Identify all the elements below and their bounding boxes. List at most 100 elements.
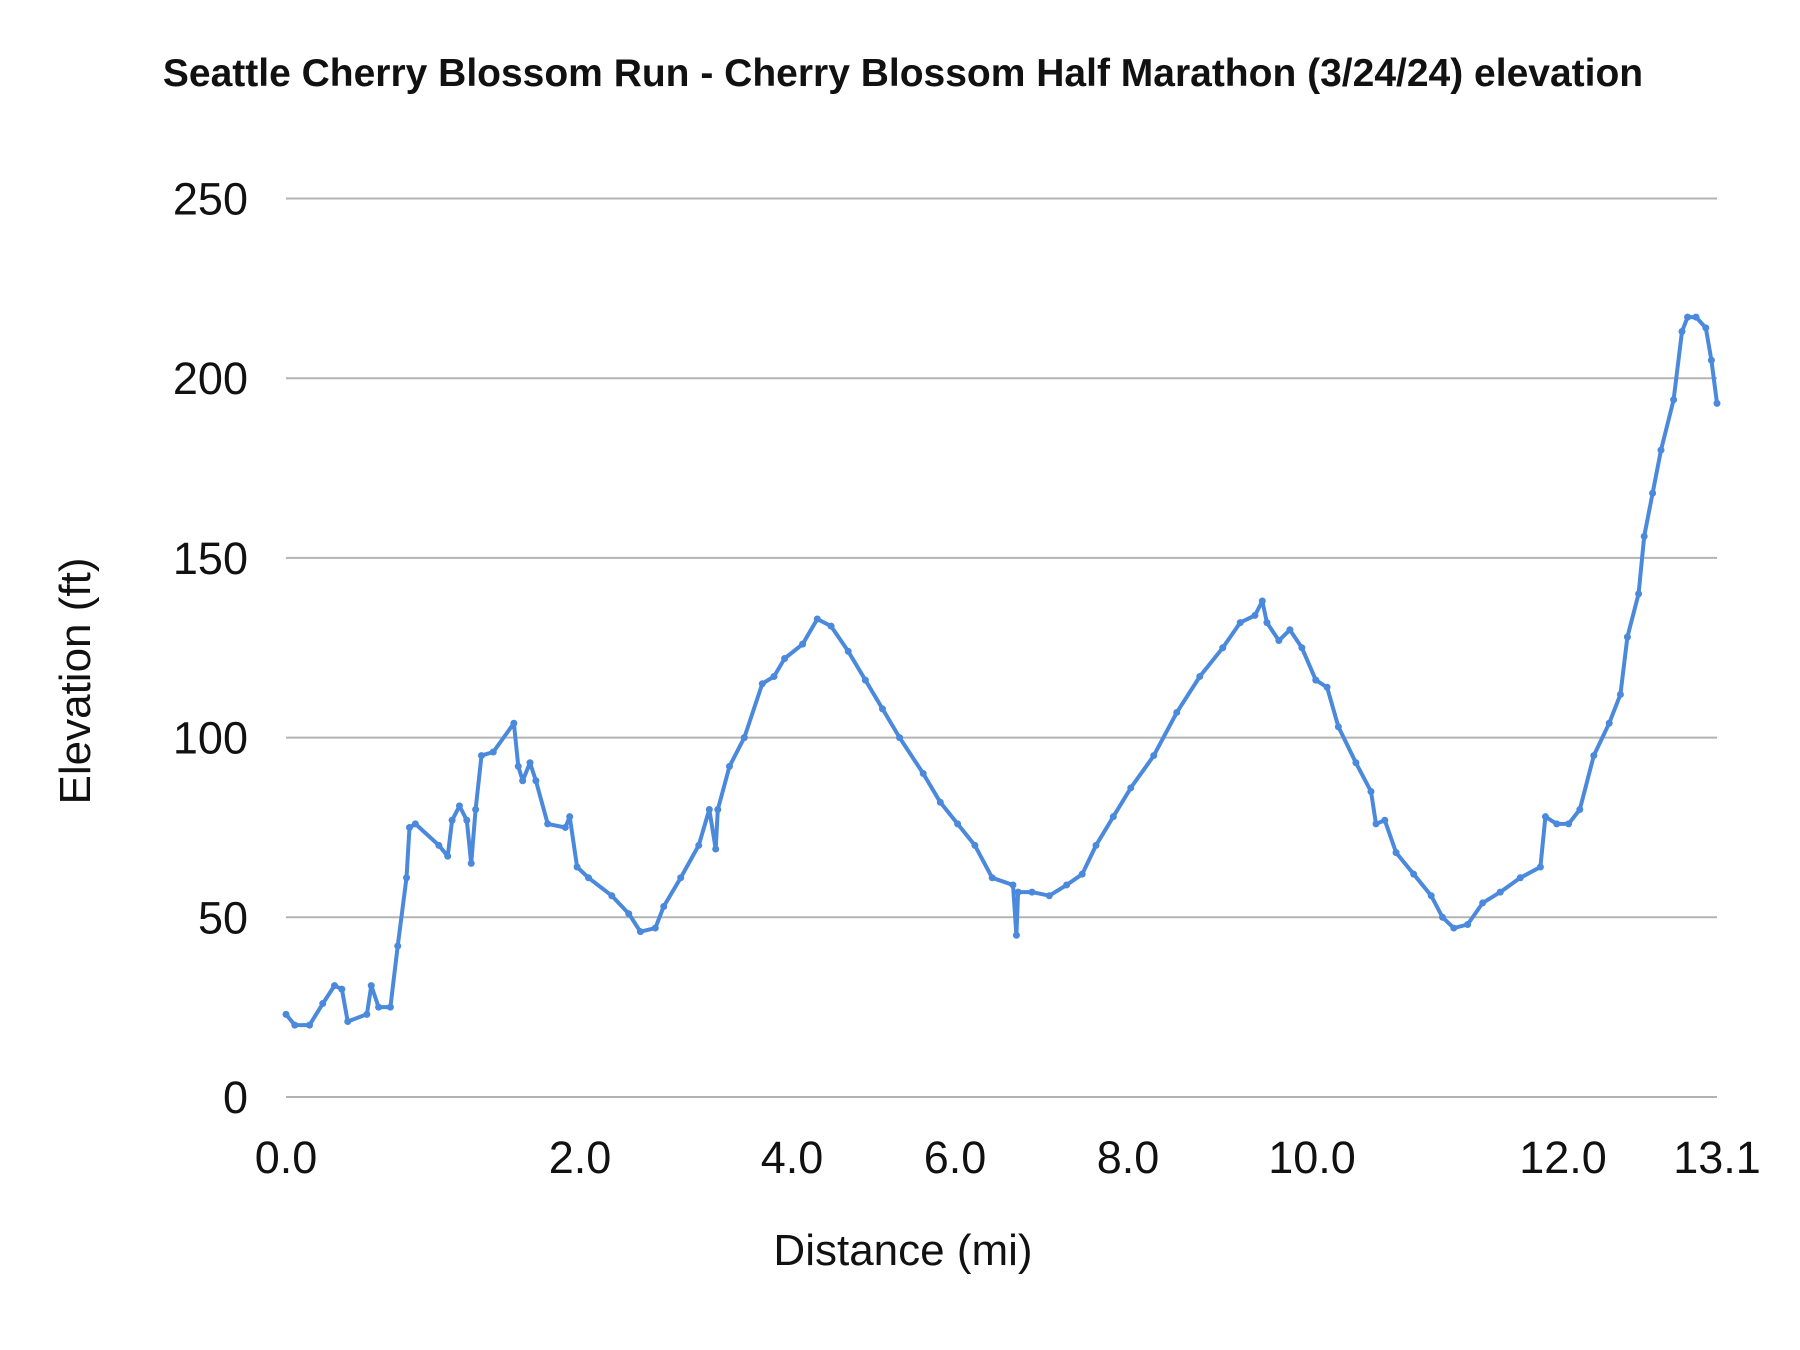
data-point bbox=[1450, 924, 1458, 932]
chart-title: Seattle Cherry Blossom Run - Cherry Blos… bbox=[163, 52, 1643, 95]
data-point bbox=[306, 1021, 314, 1029]
data-point bbox=[514, 762, 522, 770]
y-tick-label: 50 bbox=[198, 892, 248, 943]
data-point bbox=[781, 655, 789, 663]
x-tick-label: 10.0 bbox=[1268, 1132, 1356, 1183]
data-point bbox=[1012, 931, 1020, 939]
y-tick-label: 250 bbox=[173, 174, 248, 225]
data-point bbox=[510, 719, 518, 727]
data-point bbox=[1464, 920, 1472, 928]
data-point bbox=[799, 640, 807, 648]
data-point bbox=[636, 928, 644, 936]
data-point bbox=[1028, 888, 1036, 896]
data-point bbox=[455, 802, 463, 810]
data-point bbox=[1334, 723, 1342, 731]
y-tick-label: 200 bbox=[173, 353, 248, 404]
data-point bbox=[660, 903, 668, 911]
data-point bbox=[463, 816, 471, 824]
data-point bbox=[1323, 683, 1331, 691]
data-point bbox=[1616, 690, 1624, 698]
data-point bbox=[608, 892, 616, 900]
data-point bbox=[363, 1010, 371, 1018]
data-point bbox=[896, 734, 904, 742]
x-tick-label: 2.0 bbox=[549, 1132, 612, 1183]
data-point bbox=[1541, 813, 1549, 821]
y-tick-label: 100 bbox=[173, 713, 248, 764]
data-point bbox=[561, 823, 569, 831]
data-point bbox=[1536, 863, 1544, 871]
data-point bbox=[444, 852, 452, 860]
x-tick-label: 6.0 bbox=[924, 1132, 987, 1183]
data-point bbox=[489, 748, 497, 756]
data-point bbox=[1236, 619, 1244, 627]
data-point bbox=[1372, 820, 1380, 828]
data-point bbox=[573, 863, 581, 871]
data-point bbox=[1657, 446, 1665, 454]
data-point bbox=[386, 1003, 394, 1011]
data-point bbox=[1553, 820, 1561, 828]
data-point bbox=[740, 734, 748, 742]
data-point bbox=[472, 805, 480, 813]
data-point bbox=[1286, 626, 1294, 634]
data-point bbox=[1410, 870, 1418, 878]
x-tick-label: 13.1 bbox=[1673, 1132, 1761, 1183]
data-point bbox=[651, 924, 659, 932]
data-point bbox=[936, 798, 944, 806]
data-point bbox=[1078, 870, 1086, 878]
y-tick-label: 150 bbox=[173, 533, 248, 584]
x-tick-label: 0.0 bbox=[255, 1132, 318, 1183]
data-point bbox=[319, 1000, 327, 1008]
data-point bbox=[338, 985, 346, 993]
data-point bbox=[919, 770, 927, 778]
data-point bbox=[566, 813, 574, 821]
data-point bbox=[1219, 644, 1227, 652]
data-point bbox=[282, 1010, 290, 1018]
x-tick-label: 4.0 bbox=[761, 1132, 824, 1183]
data-point bbox=[1381, 816, 1389, 824]
data-point bbox=[827, 622, 835, 630]
data-point bbox=[954, 820, 962, 828]
data-point bbox=[1150, 752, 1158, 760]
data-point bbox=[331, 982, 339, 990]
data-point bbox=[1678, 327, 1686, 335]
data-point bbox=[1014, 888, 1022, 896]
data-point bbox=[1635, 590, 1643, 598]
data-point bbox=[1263, 619, 1271, 627]
data-point bbox=[1707, 356, 1715, 364]
data-point bbox=[712, 845, 720, 853]
data-point bbox=[1565, 820, 1573, 828]
data-point bbox=[1109, 813, 1117, 821]
data-point bbox=[291, 1021, 299, 1029]
data-point bbox=[695, 841, 703, 849]
data-point bbox=[519, 777, 527, 785]
data-point bbox=[677, 874, 685, 882]
data-point bbox=[405, 823, 413, 831]
data-point bbox=[813, 615, 821, 623]
x-axis-title: Distance (mi) bbox=[773, 1226, 1032, 1275]
data-point bbox=[544, 820, 552, 828]
data-point bbox=[1009, 881, 1017, 889]
data-point bbox=[344, 1018, 352, 1026]
data-point bbox=[478, 752, 486, 760]
data-point bbox=[1516, 874, 1524, 882]
data-point bbox=[1623, 633, 1631, 641]
y-axis-title: Elevation (ft) bbox=[51, 558, 100, 805]
data-point bbox=[1196, 673, 1204, 681]
data-point bbox=[1684, 313, 1692, 321]
data-point bbox=[625, 910, 633, 918]
data-point bbox=[532, 777, 540, 785]
y-tick-label: 0 bbox=[223, 1072, 248, 1123]
data-point bbox=[1590, 752, 1598, 760]
data-point bbox=[1173, 708, 1181, 716]
data-point bbox=[1670, 396, 1678, 404]
data-point bbox=[394, 942, 402, 950]
data-point bbox=[467, 859, 475, 867]
data-point bbox=[1258, 597, 1266, 605]
data-point bbox=[448, 816, 456, 824]
data-point bbox=[1496, 888, 1504, 896]
data-point bbox=[367, 982, 375, 990]
x-tick-label: 8.0 bbox=[1097, 1132, 1160, 1183]
data-point bbox=[1479, 899, 1487, 907]
data-point bbox=[403, 874, 411, 882]
data-point bbox=[584, 874, 592, 882]
